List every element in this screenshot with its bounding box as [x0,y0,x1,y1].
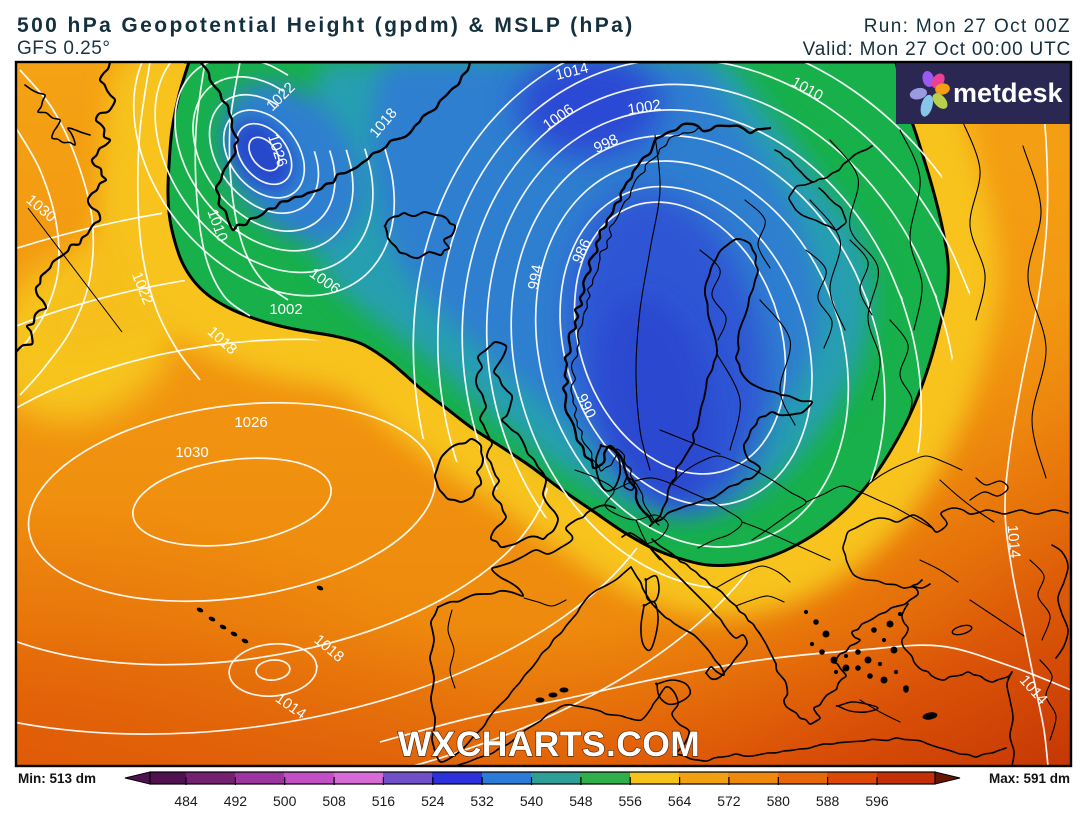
svg-text:994: 994 [525,263,546,291]
svg-text:572: 572 [717,793,741,809]
svg-text:Valid: Mon 27 Oct 00:00 UTC: Valid: Mon 27 Oct 00:00 UTC [803,39,1071,60]
svg-text:500: 500 [273,793,297,809]
svg-text:1014: 1014 [1004,524,1024,559]
svg-text:596: 596 [865,793,889,809]
svg-text:1002: 1002 [269,301,302,318]
svg-text:556: 556 [619,793,643,809]
svg-text:508: 508 [322,793,346,809]
svg-text:532: 532 [470,793,494,809]
svg-text:1026: 1026 [234,414,267,431]
svg-text:540: 540 [520,793,544,809]
svg-text:1030: 1030 [175,444,208,461]
svg-text:564: 564 [668,793,692,809]
svg-text:Max: 591 dm: Max: 591 dm [989,771,1070,786]
svg-text:GFS 0.25°: GFS 0.25° [17,38,110,59]
svg-text:548: 548 [569,793,593,809]
svg-text:Run: Mon 27 Oct 00Z: Run: Mon 27 Oct 00Z [864,16,1071,37]
svg-text:516: 516 [372,793,396,809]
svg-text:metdesk: metdesk [953,78,1064,108]
svg-text:580: 580 [767,793,791,809]
svg-text:524: 524 [421,793,445,809]
svg-text:484: 484 [174,793,198,809]
svg-text:500 hPa Geopotential Height (g: 500 hPa Geopotential Height (gpdm) & MSL… [17,14,635,37]
svg-text:1002: 1002 [626,97,662,119]
svg-text:Min: 513 dm: Min: 513 dm [18,771,96,786]
svg-text:588: 588 [816,793,840,809]
svg-text:492: 492 [224,793,248,809]
svg-text:WXCHARTS.COM: WXCHARTS.COM [398,724,701,764]
